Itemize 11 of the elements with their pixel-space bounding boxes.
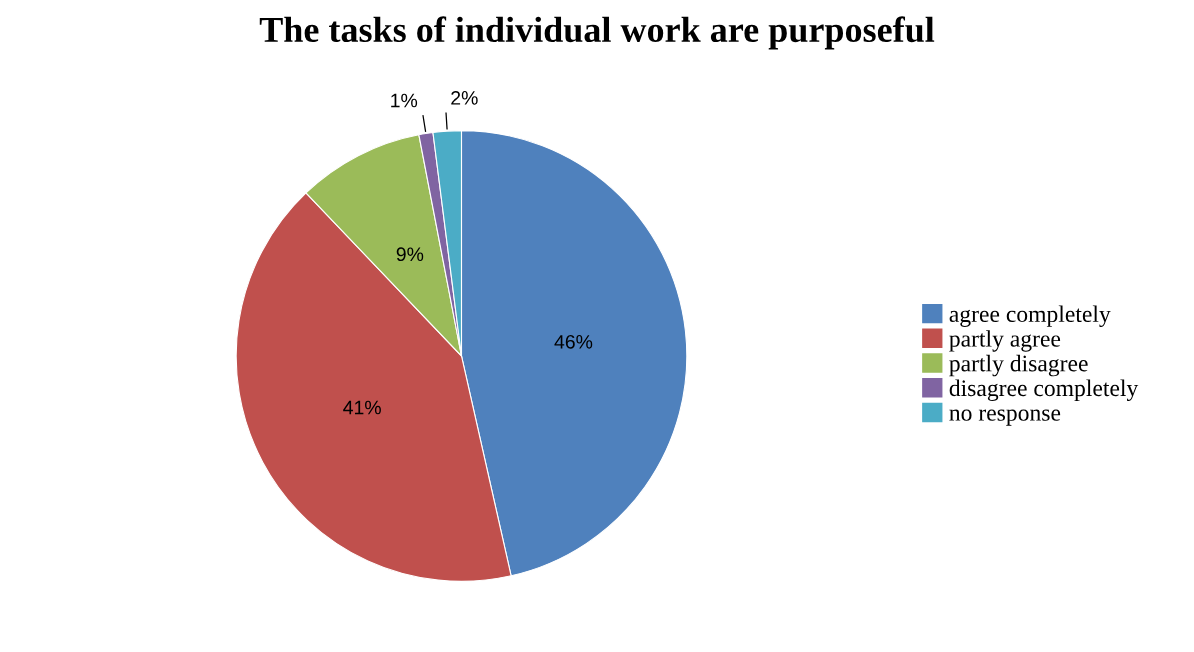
legend-label: disagree completely	[949, 379, 1139, 402]
chart-title: The tasks of individual work are purposeful	[259, 16, 935, 50]
legend-label: partly agree	[949, 330, 1061, 352]
data-label: 1%	[391, 93, 418, 108]
legend-label: no response	[949, 409, 1061, 426]
data-label: 46%	[554, 334, 593, 349]
legend-label: partly disagree	[949, 354, 1088, 377]
data-label: 9%	[396, 247, 424, 262]
legend-label: agree completely	[949, 305, 1111, 327]
data-label: 41%	[343, 400, 381, 415]
data-label: 2%	[451, 91, 478, 105]
